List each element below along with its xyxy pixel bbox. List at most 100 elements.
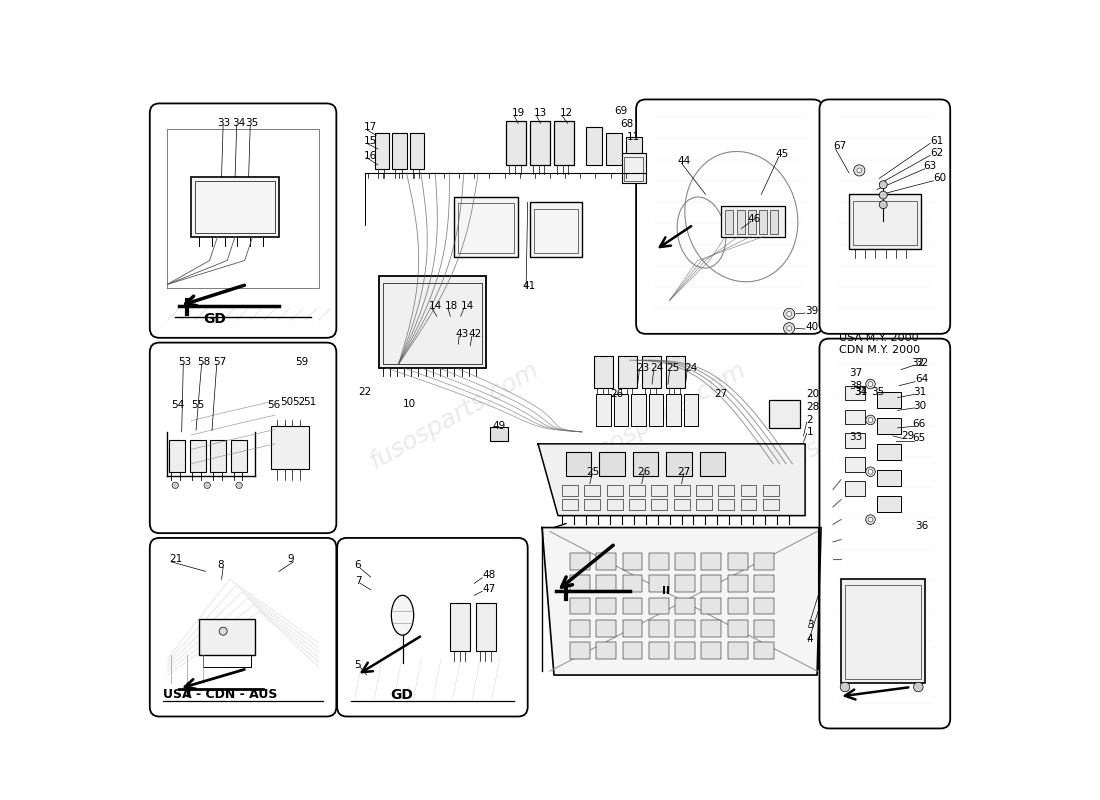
Bar bbox=[702, 642, 722, 659]
Text: 18: 18 bbox=[444, 301, 458, 311]
Circle shape bbox=[913, 682, 923, 692]
Bar bbox=[702, 575, 722, 592]
Circle shape bbox=[219, 627, 227, 635]
Bar bbox=[728, 620, 748, 637]
Bar bbox=[535, 209, 578, 254]
Bar bbox=[649, 553, 669, 570]
Bar bbox=[476, 603, 496, 651]
Text: 66: 66 bbox=[913, 419, 926, 429]
Text: 39: 39 bbox=[805, 306, 818, 316]
Circle shape bbox=[783, 322, 794, 334]
Text: 19: 19 bbox=[512, 108, 525, 118]
Bar bbox=[231, 440, 248, 472]
Circle shape bbox=[235, 482, 242, 489]
Bar bbox=[506, 121, 526, 165]
Text: 10: 10 bbox=[403, 399, 416, 409]
Bar bbox=[649, 598, 669, 614]
Bar bbox=[392, 133, 407, 169]
Text: USA - CDN - AUS: USA - CDN - AUS bbox=[163, 689, 277, 702]
Bar bbox=[877, 470, 901, 486]
Polygon shape bbox=[542, 527, 821, 675]
Text: 20: 20 bbox=[806, 389, 820, 398]
Bar bbox=[596, 642, 616, 659]
Text: 41: 41 bbox=[522, 281, 536, 291]
Bar bbox=[845, 434, 865, 448]
Bar bbox=[632, 452, 659, 476]
Text: 22: 22 bbox=[359, 387, 372, 397]
Bar bbox=[755, 620, 774, 637]
Bar bbox=[596, 553, 616, 570]
Bar bbox=[696, 499, 712, 510]
Bar bbox=[596, 394, 611, 426]
Bar bbox=[586, 126, 602, 165]
Text: 24: 24 bbox=[650, 363, 663, 373]
Bar bbox=[673, 485, 690, 496]
Text: 6: 6 bbox=[354, 560, 361, 570]
Text: 28: 28 bbox=[806, 402, 820, 412]
Bar bbox=[755, 575, 774, 592]
Bar bbox=[845, 386, 865, 400]
Bar bbox=[491, 427, 508, 442]
Text: 55: 55 bbox=[191, 400, 205, 410]
Text: 29: 29 bbox=[901, 431, 914, 441]
Bar bbox=[748, 210, 756, 234]
Text: 69: 69 bbox=[614, 106, 627, 117]
Bar bbox=[649, 575, 669, 592]
Bar bbox=[210, 440, 227, 472]
Bar bbox=[845, 410, 865, 424]
Text: CDN M.Y. 2000: CDN M.Y. 2000 bbox=[838, 345, 920, 354]
FancyBboxPatch shape bbox=[820, 338, 950, 729]
Text: 50: 50 bbox=[279, 397, 293, 406]
Text: 31: 31 bbox=[855, 387, 868, 397]
Bar bbox=[378, 277, 486, 368]
Circle shape bbox=[857, 168, 861, 173]
Bar bbox=[199, 619, 255, 655]
Text: 2: 2 bbox=[806, 415, 813, 425]
Bar bbox=[763, 499, 779, 510]
Bar bbox=[600, 452, 625, 476]
Bar bbox=[375, 133, 389, 169]
Circle shape bbox=[786, 311, 792, 316]
Text: 42: 42 bbox=[469, 329, 482, 339]
Text: 5: 5 bbox=[354, 660, 361, 670]
Text: 44: 44 bbox=[678, 156, 691, 166]
Bar bbox=[596, 575, 616, 592]
Circle shape bbox=[172, 482, 178, 489]
Text: 59: 59 bbox=[296, 357, 309, 366]
Bar bbox=[675, 620, 695, 637]
Text: USA M.Y. 2000: USA M.Y. 2000 bbox=[838, 333, 918, 343]
Bar bbox=[626, 137, 641, 165]
Bar bbox=[530, 121, 550, 165]
Bar bbox=[728, 553, 748, 570]
Bar bbox=[667, 452, 692, 476]
Bar bbox=[450, 603, 471, 651]
Text: 24: 24 bbox=[684, 363, 697, 373]
Bar bbox=[459, 203, 514, 253]
Bar bbox=[722, 206, 785, 237]
Text: 31: 31 bbox=[913, 387, 926, 397]
Text: 7: 7 bbox=[354, 576, 361, 586]
Bar bbox=[718, 499, 734, 510]
Bar bbox=[570, 575, 590, 592]
Bar bbox=[755, 553, 774, 570]
Text: 62: 62 bbox=[931, 148, 944, 158]
Polygon shape bbox=[538, 444, 805, 515]
Text: 26: 26 bbox=[638, 466, 651, 477]
Bar bbox=[702, 620, 722, 637]
Text: fusosparts.com: fusosparts.com bbox=[573, 358, 750, 474]
FancyBboxPatch shape bbox=[150, 538, 337, 717]
Bar bbox=[623, 642, 642, 659]
Text: 38: 38 bbox=[849, 382, 862, 391]
Text: GD: GD bbox=[204, 312, 227, 326]
Circle shape bbox=[868, 470, 873, 474]
Circle shape bbox=[866, 515, 876, 524]
Bar bbox=[530, 202, 582, 257]
Text: 47: 47 bbox=[482, 584, 495, 594]
Text: 14: 14 bbox=[461, 301, 474, 311]
Bar bbox=[169, 440, 185, 472]
Bar bbox=[594, 356, 613, 388]
Text: 43: 43 bbox=[455, 329, 470, 339]
FancyBboxPatch shape bbox=[636, 99, 823, 334]
Text: 49: 49 bbox=[493, 421, 506, 430]
Text: 14: 14 bbox=[429, 301, 442, 311]
